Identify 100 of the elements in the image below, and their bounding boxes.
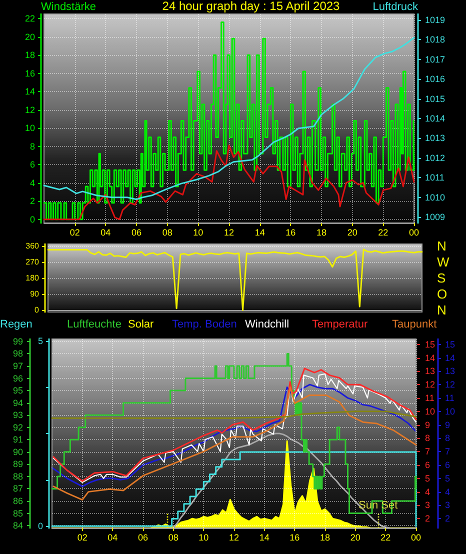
- y3-tick-label: 15: [425, 339, 436, 350]
- y-tick-label: 10: [24, 123, 35, 134]
- y-tick-label: 97: [12, 361, 23, 371]
- y-tick-label: 98: [12, 348, 23, 359]
- y-tick-label: 84: [12, 520, 23, 531]
- y3-tick-label: 5: [425, 473, 430, 484]
- y3-tick-label: 13: [425, 366, 436, 376]
- y-tick-label: 14: [445, 352, 456, 363]
- y-tick-label: 2: [445, 514, 450, 524]
- y3-tick-label: 2: [425, 514, 430, 524]
- text: N: [437, 238, 446, 254]
- y-tick-label: 10: [445, 406, 456, 416]
- y-tick-label: 90: [12, 446, 23, 457]
- x-tick-label: 16: [290, 532, 300, 542]
- y3-tick-label: 8: [425, 433, 430, 444]
- y-tick-label: 92: [12, 422, 23, 432]
- y-tick-label: 90: [30, 290, 40, 299]
- y-tick-label: 94: [12, 398, 23, 408]
- y-tick-label: 96: [12, 373, 23, 384]
- y3-tick-label: 7: [425, 446, 430, 457]
- y3-tick-label: 6: [425, 460, 430, 470]
- y-tick-label: 13: [445, 366, 456, 376]
- y-tick-label: 9: [445, 420, 450, 430]
- y-tick-label: 6: [445, 460, 450, 470]
- y-tick-label: 3: [445, 500, 450, 510]
- x-tick-label: 18: [316, 228, 327, 238]
- y3-tick-label: 11: [425, 392, 434, 403]
- y-tick-label: 16: [24, 68, 35, 78]
- y-tick-label: 14: [24, 86, 35, 97]
- y-tick-label: 93: [12, 410, 23, 420]
- text: Regen: [0, 318, 32, 330]
- x-tick-label: 06: [138, 532, 148, 542]
- x-tick-label: 16: [286, 228, 296, 238]
- y-tick-label: 8: [445, 433, 450, 444]
- y-tick-label: 85: [12, 508, 23, 518]
- y-tick-label: 0: [34, 306, 40, 315]
- text: Luftfeuchte: [67, 318, 122, 330]
- text: Solar: [128, 318, 154, 330]
- y3-tick-label: 4: [425, 486, 430, 497]
- y-tick-label: 20: [24, 32, 35, 42]
- x-tick-label: 04: [100, 228, 111, 238]
- y-tick-label: 89: [12, 459, 23, 470]
- y-tick-label: 87: [12, 484, 23, 494]
- y-tick-label: 11: [445, 392, 454, 403]
- x-tick-label: 08: [162, 228, 172, 238]
- x-tick-label: 10: [198, 532, 209, 542]
- y-tick-label: 270: [26, 257, 40, 266]
- y2-tick-label: 1018: [425, 34, 446, 45]
- text: S: [437, 270, 446, 286]
- x-tick-label: 22: [380, 532, 391, 542]
- y3-tick-label: 12: [425, 380, 436, 390]
- text: O: [437, 286, 448, 302]
- x-tick-label: 08: [168, 532, 178, 542]
- x-tick-label: 14: [259, 532, 270, 542]
- y-tick-label: 360: [26, 241, 40, 250]
- y-tick-label: 99: [12, 336, 23, 346]
- chart-title: 24 hour graph day : 15 April 2023: [162, 0, 340, 13]
- text: N: [437, 302, 446, 318]
- y-tick-label: 86: [12, 496, 23, 506]
- y3-tick-label: 9: [425, 420, 430, 430]
- text: Windchill: [245, 318, 290, 330]
- x-tick-label: 20: [350, 532, 360, 542]
- y2-tick-label: 1009: [425, 212, 446, 222]
- y2-tick-label: 1014: [425, 114, 446, 124]
- y-tick-label: 5: [445, 473, 450, 484]
- y-tick-label: 2: [30, 196, 35, 206]
- text: Taupunkt: [392, 318, 437, 330]
- x-tick-label: 20: [347, 228, 358, 238]
- y3-tick-label: 3: [425, 500, 430, 510]
- y-tick-label: 4: [30, 178, 35, 188]
- y-tick-label: 0: [30, 214, 35, 224]
- x-tick-label: 00: [408, 228, 420, 238]
- y3-tick-label: 14: [425, 352, 436, 363]
- text: Temp. Boden: [172, 318, 237, 330]
- y-axis-title: Windstärke: [41, 1, 96, 13]
- y2-tick-label: 1015: [425, 94, 446, 104]
- line-series: [51, 410, 417, 419]
- y3-tick-label: 10: [425, 406, 436, 416]
- y2-tick-label: 1013: [425, 133, 446, 144]
- x-tick-label: 14: [254, 228, 265, 238]
- y-tick-label: 7: [445, 446, 450, 457]
- y2-tick-label: 1016: [425, 74, 446, 84]
- y-tick-label: 12: [445, 380, 456, 390]
- y-tick-label: 6: [30, 160, 35, 170]
- y2-tick-label: 1017: [425, 54, 446, 64]
- x-tick-label: 02: [77, 532, 88, 542]
- y2-tick-label: 1010: [425, 192, 446, 202]
- x-tick-label: 06: [131, 228, 142, 238]
- text: W: [437, 254, 450, 270]
- y-tick-label: 8: [30, 141, 35, 152]
- x-tick-label: 12: [228, 532, 240, 542]
- x-tick-label: 02: [70, 228, 80, 238]
- y-tick-label: 18: [24, 50, 35, 60]
- y-tick-label: 15: [445, 339, 456, 350]
- x-tick-label: 18: [320, 532, 330, 542]
- y-tick-label: 91: [12, 434, 23, 445]
- y-tick-label: 180: [26, 274, 40, 282]
- y-tick-label: 4: [445, 486, 450, 497]
- x-tick-label: 10: [193, 228, 204, 238]
- line-series: [43, 36, 415, 200]
